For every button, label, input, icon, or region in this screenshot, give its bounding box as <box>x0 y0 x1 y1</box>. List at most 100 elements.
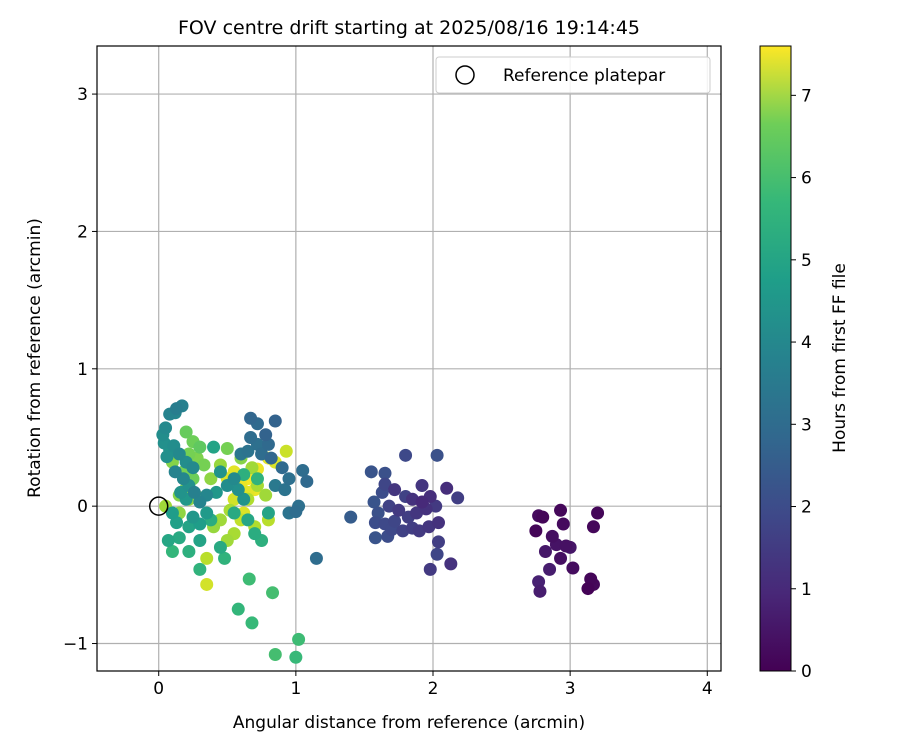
colorbar-label: Hours from first FF file <box>830 263 850 453</box>
legend: Reference platepar <box>435 56 711 94</box>
x-axis-ticks: 0 1 2 3 4 <box>153 671 713 699</box>
data-point <box>279 444 293 458</box>
data-point <box>388 483 402 497</box>
data-point <box>368 516 382 530</box>
data-point <box>444 557 458 571</box>
data-point <box>170 402 184 416</box>
data-point <box>264 451 278 465</box>
data-point <box>545 529 559 543</box>
data-point <box>364 465 378 479</box>
data-point <box>197 458 211 472</box>
data-point <box>248 527 262 541</box>
data-point <box>440 481 454 495</box>
data-point <box>241 444 255 458</box>
legend-box <box>435 56 711 94</box>
data-point <box>204 472 218 486</box>
data-point <box>165 544 179 558</box>
data-point <box>165 506 179 520</box>
data-point <box>261 506 275 520</box>
data-point <box>543 562 557 576</box>
data-point <box>591 506 605 520</box>
colorbar-tick-label: 5 <box>801 251 812 271</box>
x-tick-label: 3 <box>565 679 576 699</box>
colorbar-tick-label: 2 <box>801 498 812 518</box>
colorbar: 0 1 2 3 4 5 6 7 Hours from first FF file <box>759 45 850 682</box>
grid-lines <box>97 46 721 671</box>
y-axis-label: Rotation from reference (arcmin) <box>25 218 45 498</box>
data-point <box>200 506 214 520</box>
data-point <box>399 448 413 462</box>
data-point <box>245 616 259 630</box>
data-point <box>581 582 595 596</box>
data-point <box>259 488 273 502</box>
data-point <box>529 524 543 538</box>
reference-platepar-marker <box>148 496 169 516</box>
legend-reference-marker <box>455 65 475 85</box>
plot-frame <box>96 45 722 672</box>
y-tick-label: 2 <box>77 222 88 242</box>
colorbar-tick-label: 1 <box>801 580 812 600</box>
data-point <box>378 477 392 491</box>
data-point <box>161 534 175 548</box>
data-point <box>213 540 227 554</box>
data-point <box>289 650 303 664</box>
data-point <box>241 513 255 527</box>
colorbar-tick-label: 0 <box>801 662 812 682</box>
data-point <box>278 483 292 497</box>
data-point <box>430 448 444 462</box>
data-point <box>231 483 245 497</box>
data-point <box>244 430 258 444</box>
colorbar-gradient <box>759 45 792 672</box>
y-axis-ticks: −1 0 1 2 3 <box>63 85 97 655</box>
data-point <box>554 503 568 517</box>
data-point <box>187 485 201 499</box>
data-point <box>159 421 173 435</box>
data-point <box>554 551 568 565</box>
data-point <box>259 428 273 442</box>
data-point <box>586 520 600 534</box>
x-tick-label: 2 <box>428 679 439 699</box>
colorbar-tick-label: 6 <box>801 169 812 189</box>
data-point <box>182 544 196 558</box>
colorbar-tick-label: 4 <box>801 333 812 353</box>
data-point <box>566 561 580 575</box>
data-point <box>207 440 221 454</box>
data-point <box>431 535 445 549</box>
data-point <box>289 505 303 519</box>
data-point <box>242 572 256 586</box>
data-point <box>392 503 406 517</box>
x-tick-label: 0 <box>153 679 164 699</box>
data-point <box>282 472 296 486</box>
data-point <box>430 547 444 561</box>
data-point <box>368 531 382 545</box>
data-point <box>415 479 429 493</box>
data-point <box>227 506 241 520</box>
data-point <box>309 551 323 565</box>
colorbar-ticks: 0 1 2 3 4 5 6 7 <box>791 86 812 682</box>
data-point <box>179 425 193 439</box>
chart-title: FOV centre drift starting at 2025/08/16 … <box>178 17 640 39</box>
data-point <box>250 472 264 486</box>
data-point <box>220 441 234 455</box>
data-points <box>156 399 605 664</box>
data-point <box>415 495 429 509</box>
data-point <box>244 411 258 425</box>
data-point <box>193 495 207 509</box>
data-point <box>532 575 546 589</box>
data-point <box>193 534 207 548</box>
data-point <box>186 510 200 524</box>
data-point <box>268 648 282 662</box>
y-tick-label: −1 <box>63 635 88 655</box>
data-point <box>193 440 207 454</box>
data-point <box>378 466 392 480</box>
data-point <box>200 551 214 565</box>
x-tick-label: 1 <box>290 679 301 699</box>
data-point <box>186 461 200 475</box>
data-point <box>213 465 227 479</box>
data-point <box>193 562 207 576</box>
data-point <box>538 544 552 558</box>
data-point <box>451 491 465 505</box>
data-point <box>237 492 251 506</box>
data-point <box>536 510 550 524</box>
